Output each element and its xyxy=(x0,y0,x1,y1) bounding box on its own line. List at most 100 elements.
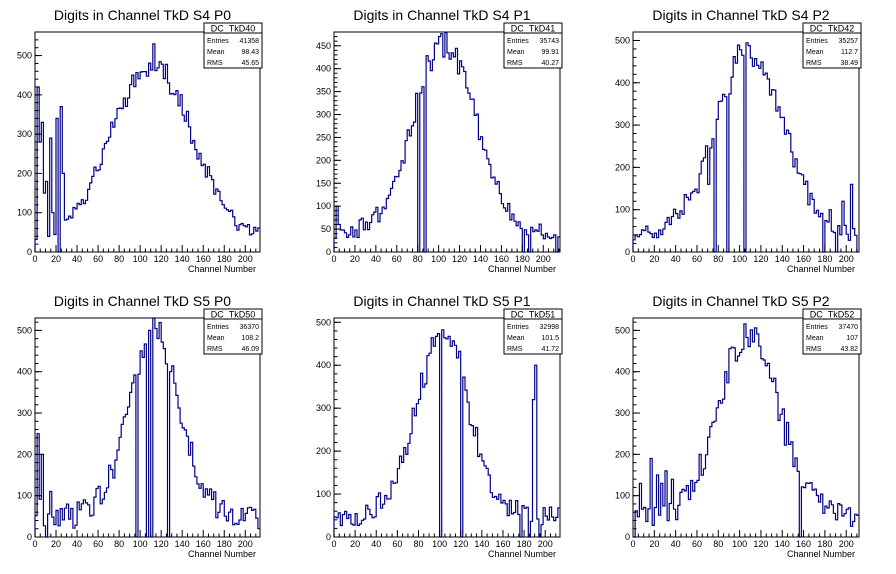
stats-label: RMS xyxy=(806,346,822,353)
x-tick-label: 140 xyxy=(175,254,190,264)
stats-box-frame xyxy=(503,308,563,355)
y-tick-label: 400 xyxy=(615,367,630,377)
stats-label: Entries xyxy=(806,38,828,45)
x-axis-label: Channel Number xyxy=(188,264,256,274)
x-tick-label: 160 xyxy=(196,539,211,549)
chart-title: Digits in Channel TkD S5 P1 xyxy=(353,293,530,309)
stats-value: 41.72 xyxy=(541,346,559,353)
x-tick-label: 40 xyxy=(671,539,681,549)
stats-label: RMS xyxy=(507,60,523,67)
x-tick-label: 160 xyxy=(796,539,811,549)
chart-title: Digits in Channel TkD S4 P0 xyxy=(54,7,231,23)
stats-box-frame xyxy=(802,22,862,69)
histogram-panel-4: Digits in Channel TkD S5 P0 0 20 40 60 80 100 1… xyxy=(17,293,263,559)
x-tick-label: 120 xyxy=(753,539,768,549)
histogram-line xyxy=(34,43,260,253)
stats-box: DC_TkD40 Entries 41358 Mean 98.43 RMS 45.65 xyxy=(203,22,263,69)
histogram-panel-1: Digits in Channel TkD S4 P0 0 20 40 60 80 100 1… xyxy=(17,7,263,274)
x-axis-label: Channel Number xyxy=(787,264,855,274)
x-tick-label: 40 xyxy=(371,254,381,264)
x-tick-label: 120 xyxy=(753,254,768,264)
x-tick-label: 60 xyxy=(392,254,402,264)
x-axis-label: Channel Number xyxy=(188,549,256,559)
chart-title: Digits in Channel TkD S4 P1 xyxy=(353,7,530,23)
stats-value: 108.2 xyxy=(241,335,259,342)
stats-value: 36370 xyxy=(240,324,260,331)
stats-label: Entries xyxy=(207,324,229,331)
stats-value: 41358 xyxy=(240,38,260,45)
stats-value: 45.65 xyxy=(241,60,259,67)
histogram-panel-5: Digits in Channel TkD S5 P1 0 20 40 60 80 100 1… xyxy=(316,293,563,559)
chart-title: Digits in Channel TkD S4 P2 xyxy=(652,7,829,23)
histogram-line xyxy=(633,323,859,538)
x-axis-label: Channel Number xyxy=(787,549,855,559)
y-tick-label: 0 xyxy=(27,532,32,542)
stats-value: 98.43 xyxy=(241,49,259,56)
y-tick-label: 0 xyxy=(326,247,331,257)
chart-title: Digits in Channel TkD S5 P2 xyxy=(652,293,829,309)
stats-value: 112.7 xyxy=(841,49,858,56)
x-tick-label: 80 xyxy=(713,254,723,264)
stats-value: 38.49 xyxy=(840,60,858,67)
x-tick-label: 100 xyxy=(133,254,148,264)
x-tick-label: 0 xyxy=(630,539,635,549)
y-tick-label: 100 xyxy=(17,208,32,218)
x-tick-label: 160 xyxy=(796,254,811,264)
stats-box: DC_TkD50 Entries 36370 Mean 108.2 RMS 46.09 xyxy=(203,308,263,355)
x-tick-label: 180 xyxy=(517,539,532,549)
x-tick-label: 40 xyxy=(72,539,82,549)
x-tick-label: 40 xyxy=(72,254,82,264)
stats-name: DC_TkD52 xyxy=(810,310,855,320)
y-tick-label: 200 xyxy=(17,168,32,178)
y-tick-label: 300 xyxy=(316,110,331,120)
x-tick-label: 200 xyxy=(238,539,253,549)
stats-box-frame xyxy=(802,308,862,355)
stats-box-frame xyxy=(203,22,263,69)
chart-title: Digits in Channel TkD S5 P0 xyxy=(54,293,231,309)
x-tick-label: 0 xyxy=(32,539,37,549)
stats-label: Mean xyxy=(207,335,225,342)
x-axis-label: Channel Number xyxy=(488,264,556,274)
stats-box-frame xyxy=(203,308,263,355)
y-tick-label: 500 xyxy=(615,35,630,45)
y-tick-label: 150 xyxy=(316,178,331,188)
y-tick-label: 450 xyxy=(316,41,331,51)
x-tick-label: 20 xyxy=(649,539,659,549)
x-tick-label: 20 xyxy=(649,254,659,264)
x-tick-label: 200 xyxy=(538,539,553,549)
stats-box: DC_TkD52 Entries 37470 Mean 107 RMS 43.82 xyxy=(802,308,862,355)
stats-value: 40.27 xyxy=(541,60,559,67)
stats-value: 35257 xyxy=(839,38,859,45)
x-tick-label: 140 xyxy=(175,539,190,549)
stats-value: 101.5 xyxy=(541,335,559,342)
x-tick-label: 0 xyxy=(331,539,336,549)
x-tick-label: 120 xyxy=(452,254,467,264)
histogram-line xyxy=(333,32,560,253)
stats-label: RMS xyxy=(507,346,523,353)
x-tick-label: 200 xyxy=(839,254,854,264)
x-tick-label: 100 xyxy=(432,539,447,549)
histogram-panel-3: Digits in Channel TkD S4 P2 0 20 40 60 80 100 1… xyxy=(615,7,862,274)
histogram-panel-2: Digits in Channel TkD S4 P1 0 20 40 60 80 100 1… xyxy=(316,7,563,274)
y-tick-label: 400 xyxy=(316,360,331,370)
y-tick-label: 50 xyxy=(321,224,331,234)
stats-value: 35743 xyxy=(540,38,560,45)
x-tick-label: 20 xyxy=(51,539,61,549)
x-tick-label: 180 xyxy=(217,254,232,264)
stats-label: Entries xyxy=(507,324,529,331)
y-tick-label: 300 xyxy=(316,403,331,413)
x-tick-label: 100 xyxy=(732,254,747,264)
plot-frame xyxy=(632,317,860,538)
x-tick-label: 120 xyxy=(154,254,169,264)
y-tick-label: 200 xyxy=(615,449,630,459)
x-axis-label: Channel Number xyxy=(488,549,556,559)
histogram-line xyxy=(34,317,260,538)
x-tick-label: 0 xyxy=(630,254,635,264)
stats-value: 37470 xyxy=(839,324,859,331)
stats-label: RMS xyxy=(207,60,223,67)
y-tick-label: 350 xyxy=(316,87,331,97)
y-tick-label: 100 xyxy=(17,491,32,501)
stats-name: DC_TkD40 xyxy=(211,24,256,34)
x-tick-label: 140 xyxy=(775,254,790,264)
